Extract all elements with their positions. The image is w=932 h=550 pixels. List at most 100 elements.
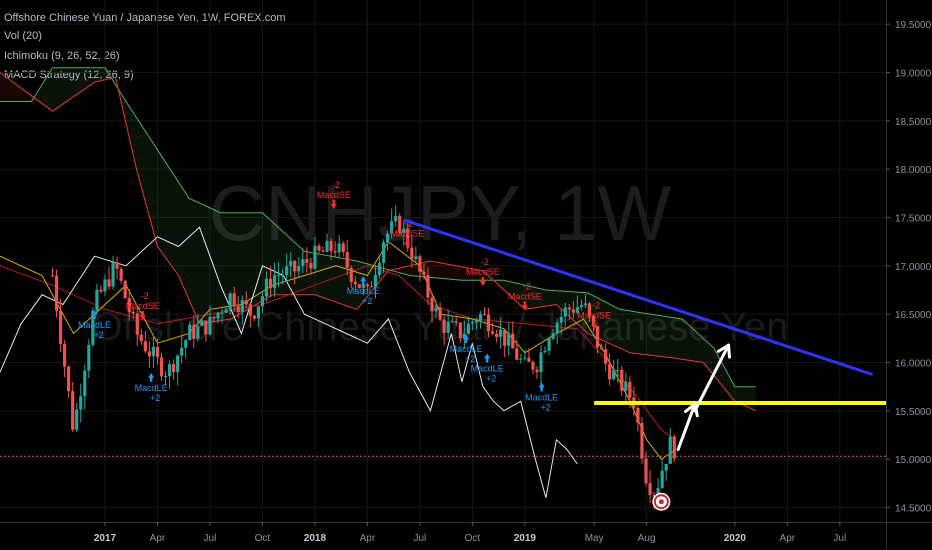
candle-body (478, 313, 483, 321)
signal-label: MacdSE (577, 311, 611, 321)
arrow-head-icon (716, 343, 731, 359)
candle-body (155, 346, 160, 358)
candle-body (563, 307, 567, 317)
signal-qty: -2 (592, 301, 600, 311)
price-tick-label: 18.5000 (895, 117, 932, 128)
candle-body (454, 321, 458, 323)
time-tick-label: May (585, 533, 604, 544)
candle-body (628, 381, 632, 398)
candle-body (466, 323, 470, 334)
candle-body (539, 352, 543, 373)
cloud-segment (587, 292, 620, 348)
candle-body (527, 357, 531, 362)
candle-body (482, 313, 487, 315)
candle-body (131, 311, 135, 314)
candle-body (172, 364, 176, 373)
short-signal-arrow-icon (591, 320, 598, 330)
candle-body (430, 297, 434, 312)
candle-body (377, 263, 382, 275)
senkou-span-b-line (0, 72, 757, 412)
candle-body (636, 407, 640, 424)
candle-body (406, 228, 410, 248)
candle-body (386, 233, 390, 243)
candle-body (264, 278, 269, 297)
candle-body (551, 333, 555, 339)
event-marker-ring (653, 494, 669, 510)
candle-body (248, 304, 252, 316)
price-tick-label: 19.5000 (895, 20, 932, 31)
candle-body (361, 284, 365, 288)
candle-body (571, 309, 575, 313)
candle-body (587, 303, 592, 316)
candle-body (547, 338, 551, 351)
candle-body (349, 267, 353, 282)
grid (0, 0, 886, 522)
candle-body (507, 333, 511, 346)
cloud-segment (734, 386, 756, 411)
price-tick-label: 15.0000 (895, 455, 932, 466)
candle-body (276, 275, 281, 277)
candle-body (333, 251, 337, 253)
candle-body (281, 275, 285, 277)
candle-body (664, 463, 668, 471)
candle-body (252, 315, 256, 319)
long-signal-arrow-icon (484, 353, 491, 363)
candle-body (163, 375, 168, 377)
signal-qty: +2 (541, 403, 551, 413)
long-signal-arrow-icon (538, 382, 545, 392)
signal-label: MacdSE (466, 267, 500, 277)
candle-body (398, 216, 402, 233)
candle-body (151, 346, 156, 357)
candle-body (268, 278, 273, 289)
signal-qty: -2 (523, 281, 531, 291)
candle-body (67, 366, 71, 392)
candle-body (341, 243, 345, 253)
candle-body (426, 274, 430, 298)
candle-body (127, 298, 131, 312)
candle-body (176, 355, 180, 373)
signal-label: MacdSE (390, 229, 424, 239)
candle-body (313, 245, 317, 269)
candle-body (63, 343, 67, 367)
candle-body (555, 322, 559, 334)
candle-body (147, 351, 151, 357)
cloud-segment (199, 203, 221, 324)
cloud-segment (31, 67, 53, 112)
time-tick-label: 2018 (304, 533, 327, 544)
indicator-ichimoku[interactable]: Ichimoku (9, 26, 52, 26) (4, 50, 120, 62)
cloud-segment (125, 101, 137, 170)
price-tick-label: 15.5000 (895, 407, 932, 418)
long-signal-arrow-icon (463, 334, 470, 344)
candle-body (135, 313, 139, 335)
candle-body (54, 275, 59, 311)
price-axis[interactable]: 19.5000 19.0000 18.5000 18.0000 17.5000 17.00… (886, 0, 932, 550)
candle-body (167, 364, 172, 376)
signal-label: MacdSE (126, 301, 160, 311)
time-axis[interactable]: 2017 Apr Jul Oct 2018 Apr Jul Oct 2019 May Aug 2020… (0, 522, 932, 544)
candle-body (652, 494, 656, 497)
signal-qty: +2 (486, 374, 496, 384)
candle-body (559, 316, 563, 323)
cloud-segment (220, 212, 231, 321)
candle-body (297, 266, 301, 272)
indicator-vol[interactable]: Vol (20) (4, 30, 42, 42)
candle-body (519, 358, 523, 360)
cloud-segment (703, 338, 714, 376)
arrow-head-icon (684, 402, 699, 418)
candle-body (595, 326, 600, 348)
candle-body (325, 240, 329, 252)
candle-body (293, 260, 297, 272)
short-signal-arrow-icon (330, 199, 337, 209)
candle-body (394, 216, 398, 222)
candle-body (414, 256, 418, 260)
price-axis-bg (886, 0, 932, 550)
long-signal-arrow-icon (91, 310, 98, 319)
candle-body (458, 322, 462, 339)
candle-body (111, 262, 115, 287)
candle-body (119, 268, 123, 281)
signal-label: MacdLE (450, 344, 483, 354)
kijun-line (0, 265, 677, 441)
signal-label: MacdSE (508, 291, 542, 301)
candle-body (208, 316, 212, 335)
